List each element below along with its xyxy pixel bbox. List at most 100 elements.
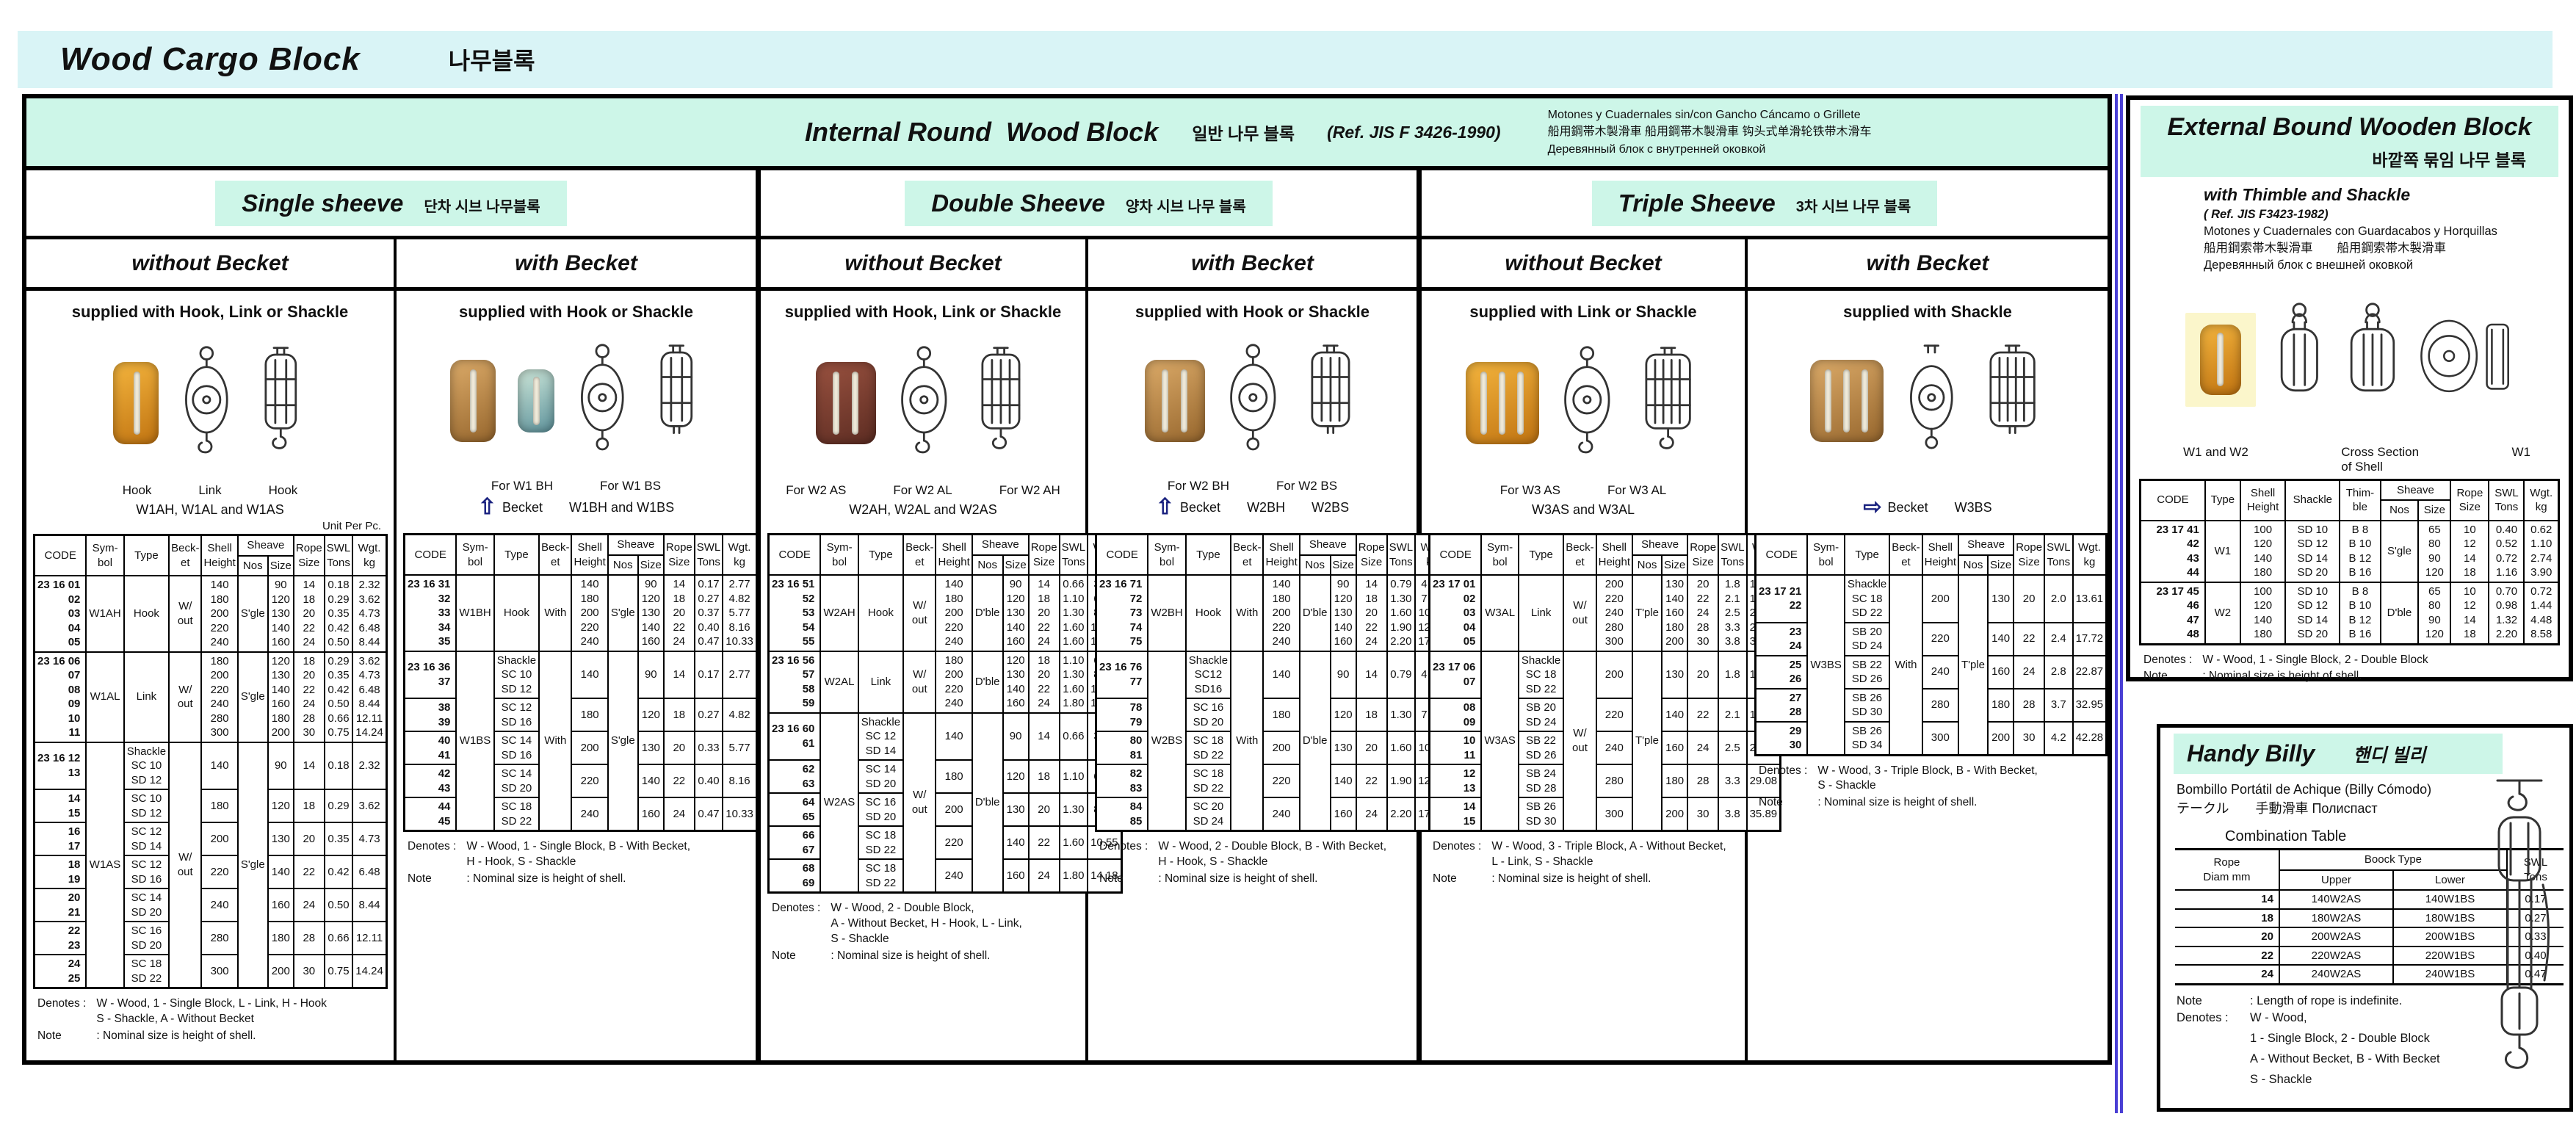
- table-cell: 240W2AS: [2278, 964, 2394, 985]
- table-cell: W/out: [168, 575, 203, 653]
- table-cell: 18 19: [33, 855, 87, 889]
- column-header: SWL Tons: [323, 534, 354, 576]
- table-cell: 4.82: [722, 698, 758, 732]
- table-cell: 27 28: [1754, 687, 1809, 723]
- column-header: SWL Tons: [2044, 533, 2074, 576]
- column-header: Wgt.kg: [2072, 533, 2108, 576]
- table-cell: Link: [1517, 574, 1565, 652]
- strap-block-drawing-icon: [264, 347, 297, 449]
- internal-title-1: Internal Round: [805, 117, 991, 147]
- internal-desc-line: Motones y Cuadernales sin/con Gancho Cán…: [1547, 109, 1861, 122]
- table-cell: SB 20 SD 24: [1843, 621, 1891, 656]
- strap-block-drawing-icon: [1989, 344, 2036, 435]
- table-cell: 220: [571, 764, 609, 798]
- table-cell: 28: [292, 921, 325, 955]
- table-cell: 140: [571, 650, 609, 699]
- table-cell: 65 80 90 120: [2417, 581, 2452, 645]
- denotes-line: H - Hook, S - Shackle: [466, 855, 576, 868]
- table-cell: Shackle SC 10 SD 12: [493, 650, 540, 699]
- column-subheader: Upper: [2279, 869, 2394, 891]
- table-cell: 24: [1687, 731, 1720, 765]
- figure-label: For W3 AS: [1499, 483, 1560, 497]
- table-cell: 90 120 130 140 160: [637, 574, 665, 652]
- table-cell: 1.80: [1058, 858, 1089, 894]
- block-photo: [1810, 360, 1884, 442]
- column-header: Rope Size: [2013, 533, 2046, 576]
- table-cell: 22 23: [33, 921, 87, 955]
- denotes-block: Denotes : W - Wood, 3 - Triple Block, A …: [1433, 839, 1737, 887]
- table-cell: 10 12 14 18: [2450, 581, 2490, 645]
- section-title: Triple Sheeve: [1618, 189, 1776, 217]
- becket-label: Becket: [502, 499, 543, 515]
- denotes-label: Denotes :: [1759, 764, 1808, 777]
- heading-without-becket: without Becket: [761, 239, 1088, 287]
- column-header: Type: [123, 534, 170, 576]
- table-cell: 18: [2175, 908, 2280, 929]
- table-cell: 20: [662, 731, 695, 765]
- table-cell: 130: [1002, 792, 1030, 827]
- table-cell: 20: [2175, 927, 2280, 947]
- table-cell: 0.33: [693, 731, 724, 765]
- table-cell: 0.72 1.44 4.48 8.58: [2523, 581, 2560, 645]
- column-header: Sheave: [1298, 533, 1357, 556]
- internal-desc-line: 船用鋼帯木製滑車 船用鋼帯木製滑車 钩头式单滑轮铁带木滑车: [1547, 126, 1872, 139]
- denotes-line: H - Hook, S - Shackle: [1158, 855, 1268, 868]
- table-cell: 22: [1027, 825, 1060, 860]
- table-cell: 29 30: [1754, 720, 1809, 756]
- heading-without-becket: without Becket: [26, 239, 397, 287]
- table-cell: 22: [2013, 621, 2046, 656]
- table-cell: D'ble: [1298, 574, 1331, 652]
- figure-caption: Cross Section of Shell: [2341, 444, 2420, 474]
- column-header: Shell Height: [1921, 533, 1959, 576]
- column-header: Beck-et: [1563, 533, 1597, 576]
- table-cell: 78 79: [1095, 698, 1149, 732]
- table-cell: W1BH: [455, 574, 495, 652]
- column-subheader: Size: [267, 554, 294, 576]
- table-cell: 14 15: [33, 789, 87, 823]
- table-cell: 220: [1595, 698, 1633, 732]
- figure-caption: W1: [2511, 444, 2530, 459]
- column-header: CODE: [1095, 533, 1149, 576]
- denotes-line: W - Wood, 2 - Double Block, B - With Bec…: [1158, 840, 1387, 853]
- note-text: : Nominal size is height of shell.: [2202, 670, 2362, 683]
- table-cell: Hook: [857, 574, 905, 652]
- denotes-label: Denotes :: [37, 997, 87, 1010]
- denotes-line: L - Link, S - Shackle: [1491, 855, 1593, 868]
- table-cell: 25 26: [1754, 654, 1809, 690]
- table-cell: 100 120 140 180: [2239, 519, 2287, 583]
- table-cell: 0.29: [323, 789, 354, 823]
- denotes-line: W - Wood, 3 - Triple Block, A - Without …: [1491, 840, 1726, 853]
- table-cell: 240: [200, 888, 239, 922]
- table-cell: With: [538, 650, 573, 832]
- table-cell: 180: [1987, 687, 2015, 723]
- table-cell: SC 16 SD 20: [857, 792, 905, 827]
- note-label: Note: [772, 949, 796, 962]
- block-photo: [517, 369, 554, 432]
- table-cell: 180: [571, 698, 609, 732]
- table-cell: 40 41: [403, 731, 457, 765]
- table-cell: SC 18 SD 22: [493, 797, 540, 832]
- table-cell: SC 18 SD 22: [1184, 731, 1232, 765]
- table-cell: 0.66: [1058, 712, 1089, 761]
- table-cell: 90 120 130 140 160: [1329, 574, 1357, 652]
- column-header: SWL Tons: [1058, 533, 1089, 576]
- figure-label: For W2 BS: [1276, 479, 1338, 493]
- table-cell: 20: [1687, 650, 1720, 699]
- section-title: Single sheeve: [242, 189, 404, 217]
- table-cell: 220W2AS: [2278, 945, 2394, 966]
- table-cell: SC 18 SD 22: [857, 858, 905, 894]
- table-cell: 08 09: [1428, 698, 1483, 732]
- becket-label: Becket: [1180, 499, 1221, 515]
- table-container: CODE Sym-bol Type Beck-et Shell Height Sheave R…: [1754, 533, 2108, 756]
- table-cell: 200: [1595, 650, 1633, 699]
- external-bound-panel: External Bound Wooden Block 바깥쪽 묶임 나무 블록…: [2126, 95, 2573, 683]
- table-cell: 0.79 1.30 1.60 1.90 2.20: [1386, 574, 1417, 652]
- column-header: Boock Type: [2278, 848, 2508, 871]
- table-cell: 23 16 76 77: [1095, 650, 1149, 699]
- table-cell: 22: [2175, 945, 2280, 966]
- column-header: Sym-bol: [455, 533, 495, 576]
- external-title: External Bound Wooden Block: [2167, 113, 2532, 141]
- supplied-heading: supplied with Hook, Link or Shackle: [71, 303, 349, 321]
- column-header: Rope Diam mm: [2175, 848, 2280, 891]
